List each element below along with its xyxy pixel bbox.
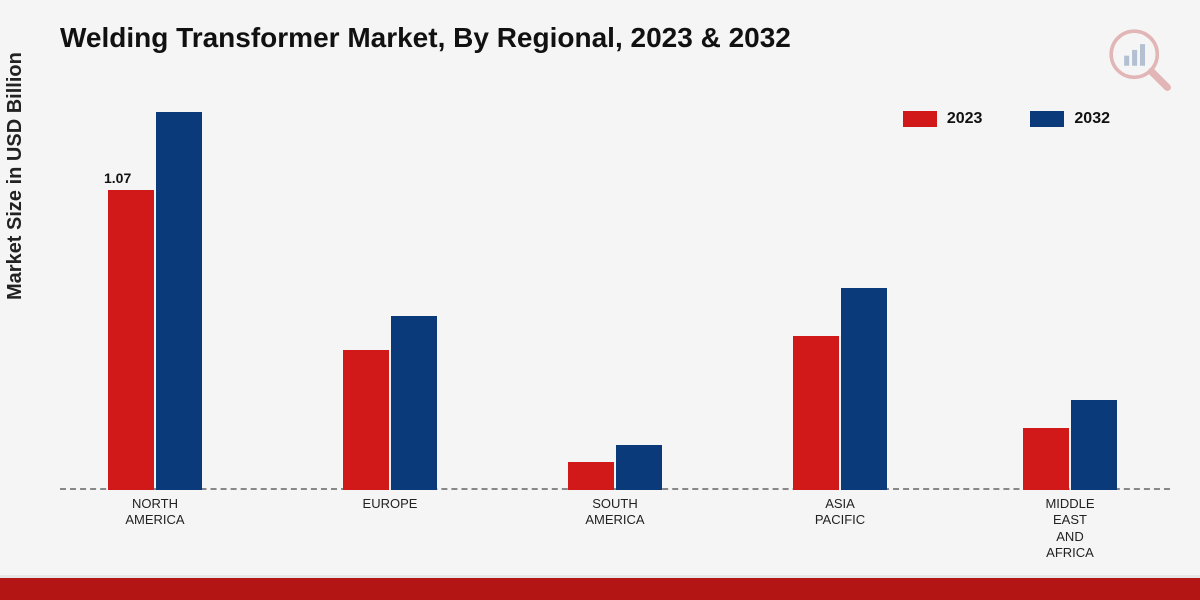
bar-europe-2032 — [391, 316, 437, 490]
bar-mea-2023 — [1023, 428, 1069, 490]
bar-mea-2032 — [1071, 400, 1117, 490]
bar-value-label-north-america: 1.07 — [104, 170, 131, 186]
chart-container: Welding Transformer Market, By Regional,… — [0, 0, 1200, 600]
y-axis-label: Market Size in USD Billion — [4, 52, 27, 300]
bar-group-south-america — [568, 445, 662, 490]
x-label-asia-pacific: ASIAPACIFIC — [770, 496, 910, 529]
x-label-south-america: SOUTHAMERICA — [545, 496, 685, 529]
bar-group-mea — [1023, 400, 1117, 490]
bar-north-america-2032 — [156, 112, 202, 490]
bar-south-america-2023 — [568, 462, 614, 490]
plot-area: 1.07 — [60, 70, 1170, 490]
bar-group-asia-pacific — [793, 288, 887, 490]
bar-asia-pacific-2032 — [841, 288, 887, 490]
bar-asia-pacific-2023 — [793, 336, 839, 490]
x-label-europe: EUROPE — [320, 496, 460, 512]
bar-group-europe — [343, 316, 437, 490]
bar-europe-2023 — [343, 350, 389, 490]
bar-north-america-2023 — [108, 190, 154, 490]
x-label-north-america: NORTHAMERICA — [85, 496, 225, 529]
bar-group-north-america: 1.07 — [108, 112, 202, 490]
chart-title: Welding Transformer Market, By Regional,… — [60, 22, 791, 54]
x-label-mea: MIDDLEEASTANDAFRICA — [1000, 496, 1140, 561]
footer-bar — [0, 578, 1200, 600]
bar-south-america-2032 — [616, 445, 662, 490]
